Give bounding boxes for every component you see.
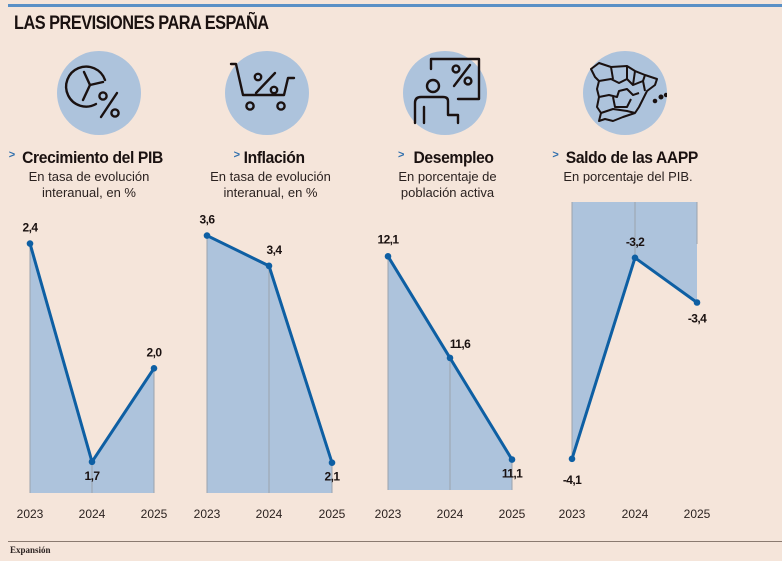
- data-label: 2,1: [325, 470, 341, 484]
- data-point: [631, 254, 639, 262]
- data-point: [265, 262, 273, 270]
- data-point: [384, 253, 392, 260]
- data-point: [26, 240, 34, 247]
- panel-subtitle-line: En porcentaje del PIB.: [563, 169, 693, 184]
- data-label: 12,1: [378, 232, 400, 246]
- chevron-right-icon: >: [398, 149, 405, 161]
- data-label: 3,4: [267, 243, 283, 257]
- x-tick-label: 2023: [375, 507, 402, 521]
- data-point: [508, 456, 516, 463]
- data-point: [446, 354, 454, 362]
- panel-subtitle-line: interanual, en %: [223, 185, 318, 200]
- data-point: [568, 455, 576, 463]
- shopping-cart-percent-icon: [225, 51, 309, 135]
- x-tick-label: 2024: [79, 507, 106, 521]
- presenter-percent-icon: [403, 51, 487, 135]
- panel-title: Inflación: [243, 148, 305, 167]
- data-label: 2,0: [147, 345, 163, 359]
- data-label: 11,1: [502, 467, 523, 481]
- data-label: 11,6: [450, 337, 471, 351]
- chevron-right-icon: >: [233, 149, 241, 161]
- data-label: 3,6: [200, 213, 216, 227]
- x-tick-label: 2025: [499, 507, 526, 521]
- panel-subtitle-line: En tasa de evolución: [28, 169, 150, 184]
- spain-map-icon: [583, 51, 667, 135]
- x-tick-label: 2024: [437, 507, 464, 521]
- panel-header-gdp: > Crecimiento del PIB En tasa de evolució…: [0, 148, 178, 201]
- page-title: LAS PREVISIONES PARA ESPAÑA: [14, 13, 269, 34]
- data-label: -3,4: [688, 312, 707, 326]
- chevron-right-icon: >: [8, 149, 16, 161]
- pie-chart-percent-icon: [57, 51, 141, 135]
- data-label: 2,4: [23, 221, 39, 235]
- panel-header-unemployment: > Desempleo En porcentaje de población a…: [375, 148, 520, 201]
- footer-rule: [8, 541, 782, 542]
- panel-subtitle: En porcentaje de población activa: [375, 169, 520, 201]
- data-label: 1,7: [85, 469, 101, 483]
- panel-header-public-balance: > Saldo de las AAPP En porcentaje del PIB…: [548, 148, 708, 185]
- data-label: -4,1: [563, 473, 582, 487]
- data-point: [328, 459, 336, 467]
- data-label: -3,2: [626, 235, 645, 249]
- area-fill-1: [30, 243, 154, 493]
- panel-title: Crecimiento del PIB: [22, 148, 164, 167]
- panel-header-inflation: > Inflación En tasa de evolución interanu…: [188, 148, 353, 201]
- x-tick-label: 2024: [622, 507, 649, 521]
- top-accent-rule: [8, 4, 782, 7]
- x-tick-label: 2023: [17, 507, 44, 521]
- x-tick-label: 2025: [141, 507, 168, 521]
- data-point: [150, 364, 158, 372]
- area-fill-4: [572, 202, 697, 459]
- x-tick-label: 2025: [684, 507, 711, 521]
- panel-subtitle: En porcentaje del PIB.: [548, 169, 708, 185]
- source-credit: Expansión: [10, 545, 51, 555]
- x-tick-label: 2024: [256, 507, 283, 521]
- panel-subtitle-line: En porcentaje de: [398, 169, 497, 184]
- panel-subtitle: En tasa de evolución interanual, en %: [0, 169, 178, 201]
- panel-subtitle-line: En tasa de evolución: [210, 169, 331, 184]
- panel-title: Desempleo: [413, 148, 494, 167]
- x-tick-label: 2023: [194, 507, 221, 521]
- data-point: [693, 299, 701, 306]
- panel-subtitle-line: interanual, en %: [42, 185, 136, 200]
- chevron-right-icon: >: [552, 149, 559, 161]
- data-point: [88, 458, 96, 466]
- panel-subtitle: En tasa de evolución interanual, en %: [188, 169, 353, 201]
- x-tick-label: 2025: [319, 507, 346, 521]
- data-point: [203, 232, 211, 239]
- panel-title: Saldo de las AAPP: [565, 148, 699, 167]
- panel-subtitle-line: población activa: [400, 185, 495, 200]
- x-tick-label: 2023: [559, 507, 586, 521]
